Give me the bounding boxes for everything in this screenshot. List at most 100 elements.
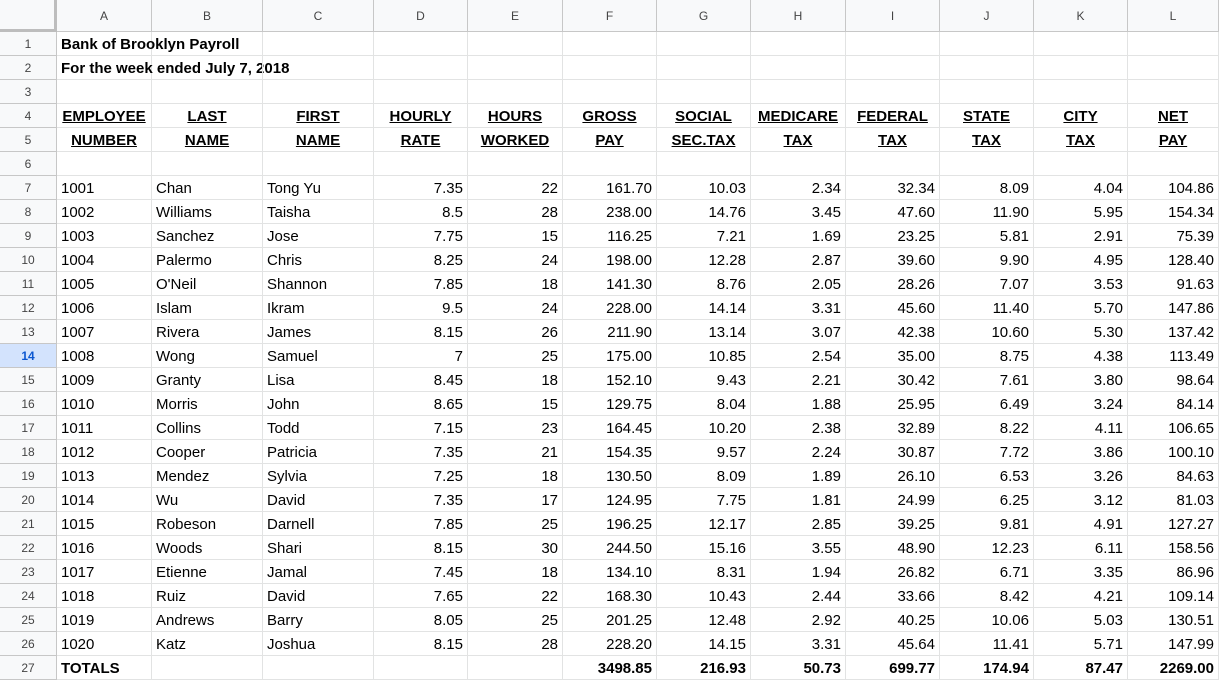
employee-cell[interactable]: 10.20 [657, 416, 751, 440]
row-header-15[interactable]: 15 [0, 368, 57, 392]
employee-cell[interactable]: 7.21 [657, 224, 751, 248]
employee-cell[interactable]: 30 [468, 536, 563, 560]
employee-cell[interactable]: 3.24 [1034, 392, 1128, 416]
employee-cell[interactable]: 168.30 [563, 584, 657, 608]
employee-cell[interactable]: 18 [468, 464, 563, 488]
employee-cell[interactable]: 3.80 [1034, 368, 1128, 392]
employee-cell[interactable]: 1014 [57, 488, 152, 512]
employee-cell[interactable]: 2.85 [751, 512, 846, 536]
employee-cell[interactable]: 11.40 [940, 296, 1034, 320]
employee-cell[interactable]: 1.69 [751, 224, 846, 248]
cell[interactable] [374, 32, 468, 56]
employee-cell[interactable]: Williams [152, 200, 263, 224]
employee-cell[interactable]: 5.70 [1034, 296, 1128, 320]
row-header-16[interactable]: 16 [0, 392, 57, 416]
employee-cell[interactable]: 106.65 [1128, 416, 1219, 440]
cell[interactable] [374, 152, 468, 176]
employee-cell[interactable]: 137.42 [1128, 320, 1219, 344]
employee-cell[interactable]: 8.15 [374, 632, 468, 656]
employee-cell[interactable]: 1010 [57, 392, 152, 416]
column-title-top[interactable]: NET [1128, 104, 1219, 128]
cell[interactable] [940, 32, 1034, 56]
employee-cell[interactable]: 22 [468, 176, 563, 200]
row-header-8[interactable]: 8 [0, 200, 57, 224]
column-header-j[interactable]: J [940, 0, 1034, 32]
row-header-23[interactable]: 23 [0, 560, 57, 584]
totals-label[interactable]: TOTALS [57, 656, 152, 680]
employee-cell[interactable]: Samuel [263, 344, 374, 368]
totals-cell[interactable]: 3498.85 [563, 656, 657, 680]
employee-cell[interactable]: Patricia [263, 440, 374, 464]
employee-cell[interactable]: 8.76 [657, 272, 751, 296]
employee-cell[interactable]: 4.95 [1034, 248, 1128, 272]
employee-cell[interactable]: 81.03 [1128, 488, 1219, 512]
employee-cell[interactable]: 211.90 [563, 320, 657, 344]
employee-cell[interactable]: Lisa [263, 368, 374, 392]
cell[interactable] [1034, 80, 1128, 104]
employee-cell[interactable]: 23 [468, 416, 563, 440]
employee-cell[interactable]: 8.65 [374, 392, 468, 416]
employee-cell[interactable]: Darnell [263, 512, 374, 536]
employee-cell[interactable]: Rivera [152, 320, 263, 344]
cell[interactable] [657, 80, 751, 104]
row-header-14[interactable]: 14 [0, 344, 57, 368]
employee-cell[interactable]: Barry [263, 608, 374, 632]
cell[interactable] [263, 80, 374, 104]
row-header-2[interactable]: 2 [0, 56, 57, 80]
employee-cell[interactable]: 21 [468, 440, 563, 464]
row-header-26[interactable]: 26 [0, 632, 57, 656]
cell[interactable] [751, 152, 846, 176]
employee-cell[interactable]: Joshua [263, 632, 374, 656]
employee-cell[interactable]: 47.60 [846, 200, 940, 224]
employee-cell[interactable]: 7.75 [374, 224, 468, 248]
employee-cell[interactable]: 1016 [57, 536, 152, 560]
employee-cell[interactable]: 3.55 [751, 536, 846, 560]
employee-cell[interactable]: 9.57 [657, 440, 751, 464]
employee-cell[interactable]: 24 [468, 248, 563, 272]
cell[interactable] [846, 152, 940, 176]
employee-cell[interactable]: 12.48 [657, 608, 751, 632]
column-title-top[interactable]: STATE [940, 104, 1034, 128]
cell[interactable] [57, 152, 152, 176]
cell[interactable] [152, 32, 263, 56]
employee-cell[interactable]: Todd [263, 416, 374, 440]
column-title-bottom[interactable]: NAME [152, 128, 263, 152]
column-title-top[interactable]: GROSS [563, 104, 657, 128]
employee-cell[interactable]: 1.88 [751, 392, 846, 416]
totals-cell[interactable] [152, 656, 263, 680]
row-header-11[interactable]: 11 [0, 272, 57, 296]
employee-cell[interactable]: 8.22 [940, 416, 1034, 440]
employee-cell[interactable]: Chris [263, 248, 374, 272]
employee-cell[interactable]: 6.49 [940, 392, 1034, 416]
employee-cell[interactable]: 10.60 [940, 320, 1034, 344]
row-header-6[interactable]: 6 [0, 152, 57, 176]
row-header-22[interactable]: 22 [0, 536, 57, 560]
column-title-top[interactable]: HOURLY [374, 104, 468, 128]
employee-cell[interactable]: 3.53 [1034, 272, 1128, 296]
employee-cell[interactable]: 17 [468, 488, 563, 512]
employee-cell[interactable]: 23.25 [846, 224, 940, 248]
employee-cell[interactable]: David [263, 584, 374, 608]
employee-cell[interactable]: 15 [468, 224, 563, 248]
employee-cell[interactable]: 28 [468, 632, 563, 656]
employee-cell[interactable]: Islam [152, 296, 263, 320]
employee-cell[interactable]: 8.04 [657, 392, 751, 416]
employee-cell[interactable]: 1.94 [751, 560, 846, 584]
employee-cell[interactable]: Cooper [152, 440, 263, 464]
employee-cell[interactable]: 26.10 [846, 464, 940, 488]
column-header-c[interactable]: C [263, 0, 374, 32]
employee-cell[interactable]: 84.14 [1128, 392, 1219, 416]
cell[interactable] [563, 56, 657, 80]
employee-cell[interactable]: 100.10 [1128, 440, 1219, 464]
employee-cell[interactable]: 25 [468, 512, 563, 536]
row-header-19[interactable]: 19 [0, 464, 57, 488]
employee-cell[interactable]: Robeson [152, 512, 263, 536]
cell[interactable] [263, 56, 374, 80]
employee-cell[interactable]: 1.81 [751, 488, 846, 512]
employee-cell[interactable]: 1002 [57, 200, 152, 224]
column-header-i[interactable]: I [846, 0, 940, 32]
column-title-bottom[interactable]: TAX [1034, 128, 1128, 152]
cell[interactable] [263, 32, 374, 56]
employee-cell[interactable]: 10.03 [657, 176, 751, 200]
column-header-g[interactable]: G [657, 0, 751, 32]
